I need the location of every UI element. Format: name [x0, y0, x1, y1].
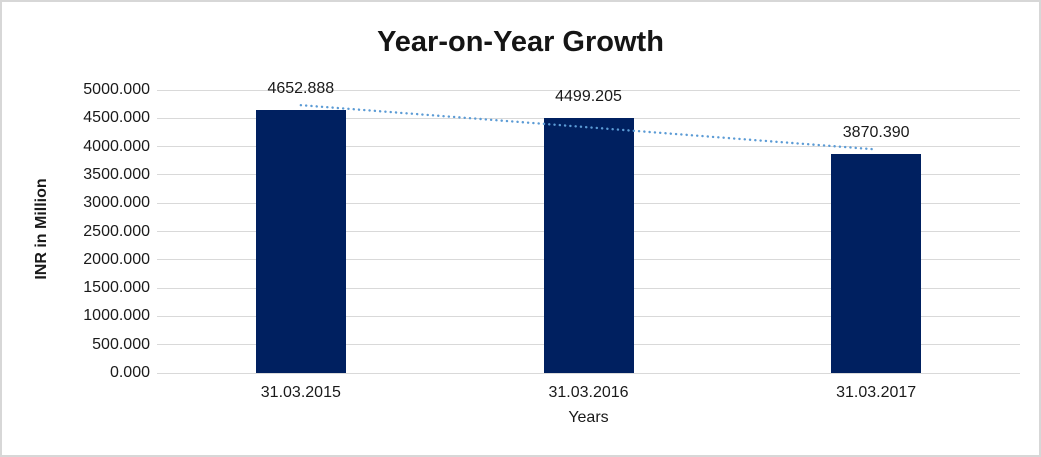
y-tick-label: 4000.000: [83, 137, 150, 155]
y-tick-label: 1000.000: [83, 307, 150, 325]
gridline: [157, 89, 1020, 91]
data-label: 4499.205: [555, 88, 622, 106]
y-tick-label: 3000.000: [83, 194, 150, 212]
y-axis-title: INR in Million: [33, 178, 50, 280]
data-label: 3870.390: [842, 123, 910, 141]
y-tick-label: 5000.000: [83, 81, 150, 98]
bar-31.03.2015: [255, 109, 346, 373]
y-tick-label: 500.000: [92, 335, 150, 353]
data-label: 4652.888: [267, 79, 335, 97]
x-axis-title: Years: [568, 409, 609, 426]
bar-31.03.2016: [543, 118, 634, 373]
y-tick-label: 0.000: [109, 364, 150, 381]
x-tick-label: 31.03.2017: [836, 384, 917, 401]
gridline: [157, 372, 1020, 374]
y-tick-label: 1500.000: [83, 279, 150, 297]
bar-31.03.2017: [831, 153, 922, 373]
y-tick-label: 2000.000: [83, 250, 150, 268]
y-tick-label: 2500.000: [83, 222, 150, 240]
y-tick-label: 4500.000: [83, 109, 150, 127]
y-tick-label: 3500.000: [83, 165, 150, 183]
chart-title: Year-on-Year Growth: [377, 26, 664, 58]
x-tick-label: 31.03.2015: [260, 384, 341, 401]
x-tick-label: 31.03.2016: [548, 384, 629, 401]
